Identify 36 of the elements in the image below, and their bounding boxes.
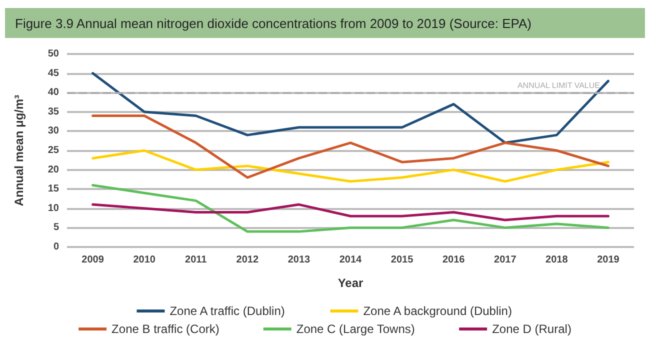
line-series (92, 114, 610, 179)
x-tick-label: 2018 (546, 254, 568, 266)
legend-label: Zone B traffic (Cork) (112, 322, 220, 336)
y-tick-label: 5 (53, 222, 60, 234)
x-tick-label: 2012 (236, 254, 259, 266)
x-tick-label: 2015 (390, 254, 414, 266)
line-series (92, 184, 610, 233)
y-tick-label: 10 (48, 202, 60, 214)
x-tick-label: 2016 (442, 254, 466, 266)
legend-label: Zone D (Rural) (492, 322, 572, 336)
x-tick-label: 2010 (133, 254, 156, 266)
y-tick-label: 40 (48, 87, 60, 98)
legend-label: Zone C (Large Towns) (296, 322, 415, 336)
y-tick-label: 50 (48, 48, 60, 60)
y-tick-label: 45 (48, 68, 60, 79)
y-tick-label: 30 (48, 126, 60, 137)
x-tick-label: 2011 (185, 254, 208, 266)
chart-title: Figure 3.9 Annual mean nitrogen dioxide concentrations from 2009 to 2019 (Source: EPA) (15, 16, 532, 30)
line-series (92, 72, 610, 144)
legend-label: Zone A background (Dublin) (363, 304, 512, 318)
line-series (92, 149, 610, 183)
line-series (92, 203, 610, 222)
ref-line-label: ANNUAL LIMIT VALUE (517, 81, 600, 90)
x-tick-label: 2019 (597, 254, 620, 266)
x-tick-label: 2014 (339, 254, 362, 266)
legend-label: Zone A traffic (Dublin) (170, 304, 285, 318)
y-tick-label: 15 (48, 184, 60, 195)
y-tick-label: 25 (48, 145, 60, 156)
y-tick-label: 35 (48, 106, 60, 118)
x-tick-label: 2009 (82, 254, 104, 266)
y-axis-title: Annual mean μg/m³ (12, 94, 26, 206)
y-tick-label: 0 (53, 242, 60, 252)
y-tick-label: 20 (48, 164, 60, 176)
x-tick-label: 2013 (288, 254, 311, 266)
x-axis-title: Year (338, 276, 364, 290)
x-tick-label: 2017 (494, 254, 517, 266)
